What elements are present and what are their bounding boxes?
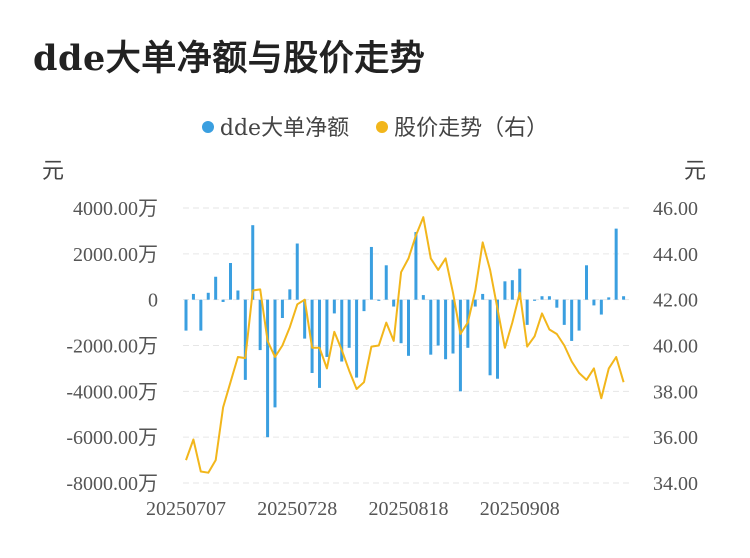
dde-bar xyxy=(295,243,299,300)
dde-bar xyxy=(191,293,195,300)
dde-bar xyxy=(184,299,188,331)
dde-bar xyxy=(562,299,566,325)
right-axis-ticks: 46.00 44.00 42.00 40.00 38.00 36.00 34.00 xyxy=(653,198,698,495)
dde-bar xyxy=(362,299,366,312)
dde-bar xyxy=(429,299,433,355)
dde-bar xyxy=(481,293,485,300)
dde-bar xyxy=(325,299,329,357)
left-tick-label: 2000.00万 xyxy=(73,244,158,266)
dde-bar xyxy=(347,299,351,348)
dde-bar xyxy=(355,299,359,378)
dde-bar xyxy=(369,246,373,300)
dde-bar xyxy=(570,299,574,341)
legend-label-price: 股价走势（右） xyxy=(394,116,549,141)
legend-item-dde[interactable]: dde大单净额 xyxy=(201,110,350,142)
legend-marker-price xyxy=(376,121,389,133)
dde-bar xyxy=(236,290,240,300)
dde-bar xyxy=(444,299,448,360)
left-tick-label: -6000.00万 xyxy=(66,427,158,449)
right-tick-label: 46.00 xyxy=(653,198,698,220)
grid-lines xyxy=(183,207,630,484)
right-tick-label: 40.00 xyxy=(653,336,698,358)
dde-bar xyxy=(599,299,603,315)
chart-title: dde大单净额与股价走势 xyxy=(33,38,426,79)
right-tick-label: 38.00 xyxy=(653,381,698,403)
dde-bar-series xyxy=(184,225,626,438)
dde-bar xyxy=(451,299,455,354)
dde-bar xyxy=(199,299,203,331)
dde-bar xyxy=(525,299,529,325)
dde-bar xyxy=(592,299,596,306)
left-axis-unit: 元 xyxy=(42,159,64,184)
dde-bar xyxy=(399,299,403,344)
left-tick-label: -4000.00万 xyxy=(66,381,158,403)
right-tick-label: 36.00 xyxy=(653,427,698,449)
dde-bar xyxy=(407,299,410,356)
dde-bar xyxy=(221,299,225,302)
dde-bar xyxy=(340,299,344,362)
dde-bar xyxy=(503,281,507,300)
dde-bar xyxy=(266,299,270,438)
x-tick-label: 20250908 xyxy=(480,498,560,520)
dde-bar xyxy=(421,295,425,300)
dde-bar xyxy=(310,299,314,373)
x-axis-ticks: 20250707 20250728 20250818 20250908 xyxy=(146,498,560,520)
legend-label-dde: dde大单净额 xyxy=(219,116,350,141)
dde-bar xyxy=(251,225,255,300)
dde-bar xyxy=(243,299,247,380)
left-tick-label: -2000.00万 xyxy=(66,336,158,358)
right-tick-label: 34.00 xyxy=(653,473,698,495)
chart-legend: dde大单净额 股价走势（右） xyxy=(0,110,750,142)
dde-bar xyxy=(496,299,499,379)
dde-bar xyxy=(303,299,307,339)
dde-bar xyxy=(280,299,284,318)
dde-bar xyxy=(206,292,210,300)
x-tick-label: 20250728 xyxy=(257,498,337,520)
legend-marker-dde xyxy=(201,121,214,133)
right-axis-unit: 元 xyxy=(684,159,706,184)
dde-bar xyxy=(384,265,388,300)
price-line-series xyxy=(185,216,625,474)
left-tick-label: 4000.00万 xyxy=(73,198,158,220)
legend-item-price[interactable]: 股价走势（右） xyxy=(376,110,548,142)
left-tick-label: -8000.00万 xyxy=(66,473,158,495)
dde-bar xyxy=(555,299,559,308)
dde-bar xyxy=(473,299,477,307)
dde-bar xyxy=(318,299,321,388)
x-tick-label: 20250818 xyxy=(369,498,449,520)
right-tick-label: 42.00 xyxy=(653,290,698,312)
dde-bar xyxy=(229,263,232,300)
dde-bar xyxy=(488,299,492,376)
dde-bar xyxy=(607,297,611,300)
dde-bar xyxy=(540,296,544,300)
dde-bar xyxy=(214,276,218,300)
dde-bar xyxy=(414,232,418,300)
dde-bar xyxy=(436,299,440,346)
dde-bar xyxy=(392,299,396,307)
right-tick-label: 44.00 xyxy=(653,244,698,266)
left-tick-label: 0 xyxy=(148,290,158,312)
dde-bar xyxy=(377,299,381,301)
dde-bar xyxy=(258,299,262,351)
dde-bar xyxy=(622,296,626,300)
dde-bar xyxy=(547,296,551,300)
dde-bar xyxy=(288,289,292,300)
dde-bar xyxy=(577,299,581,331)
dde-bar xyxy=(332,299,336,314)
dde-bar xyxy=(533,299,537,301)
dde-bar xyxy=(273,299,277,408)
dde-bar xyxy=(458,299,462,392)
x-tick-label: 20250707 xyxy=(146,498,226,520)
dde-bar xyxy=(510,280,514,300)
price-line xyxy=(185,216,625,474)
left-axis-ticks: 4000.00万 2000.00万 0 -2000.00万 -4000.00万 -6000… xyxy=(66,198,158,495)
dde-bar xyxy=(585,265,588,300)
dde-bar xyxy=(518,268,522,300)
dde-bar xyxy=(614,228,618,300)
